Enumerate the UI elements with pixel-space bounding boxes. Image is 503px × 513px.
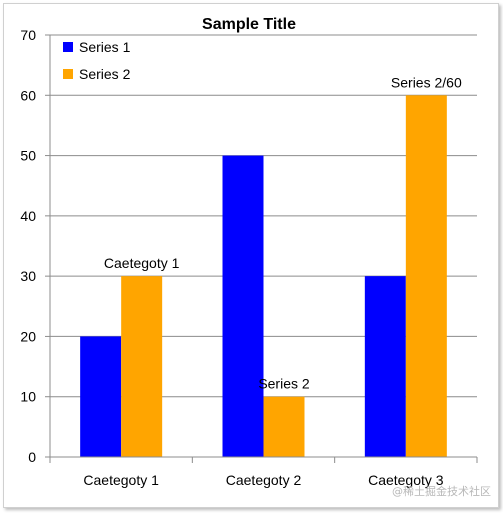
chart-title: Sample Title <box>202 16 296 33</box>
legend-label: Series 1 <box>79 39 131 55</box>
legend: Series 1 Series 2 <box>63 39 131 82</box>
bar-2-3 <box>405 95 447 458</box>
y-tick-label: 40 <box>20 208 36 224</box>
y-tick-label: 60 <box>20 87 36 103</box>
y-tick-label: 70 <box>20 27 36 43</box>
data-label: Series 2 <box>258 376 310 392</box>
bar-2-2 <box>263 396 305 457</box>
bar-1-2 <box>222 155 264 458</box>
data-labels: Caetegoty 1 Series 2 Series 2/60 <box>104 74 462 391</box>
bar-2-1 <box>121 276 163 457</box>
y-tick-label: 30 <box>20 268 36 284</box>
bar-1-1 <box>80 336 122 457</box>
x-tick-label: Caetegoty 2 <box>226 472 302 488</box>
x-tick-label: Caetegoty 3 <box>368 472 444 488</box>
legend-swatch <box>63 42 73 52</box>
axes <box>45 34 478 463</box>
x-tick-label: Caetegoty 1 <box>83 472 159 488</box>
watermark-text: @稀土掘金技术社区 <box>392 485 491 498</box>
y-tick-label: 0 <box>28 449 36 465</box>
y-tick-label: 10 <box>20 389 36 405</box>
bar-1-3 <box>364 276 406 457</box>
tick-labels: 0 10 20 30 40 50 60 70 Caetegoty 1 Caetegoty 2 Cae… <box>20 27 443 488</box>
data-label: Caetegoty 1 <box>104 255 180 271</box>
bars <box>80 95 447 458</box>
data-label: Series 2/60 <box>391 74 462 90</box>
legend-label: Series 2 <box>79 66 131 82</box>
y-tick-label: 50 <box>20 148 36 164</box>
legend-swatch <box>63 69 73 79</box>
y-tick-label: 20 <box>20 328 36 344</box>
